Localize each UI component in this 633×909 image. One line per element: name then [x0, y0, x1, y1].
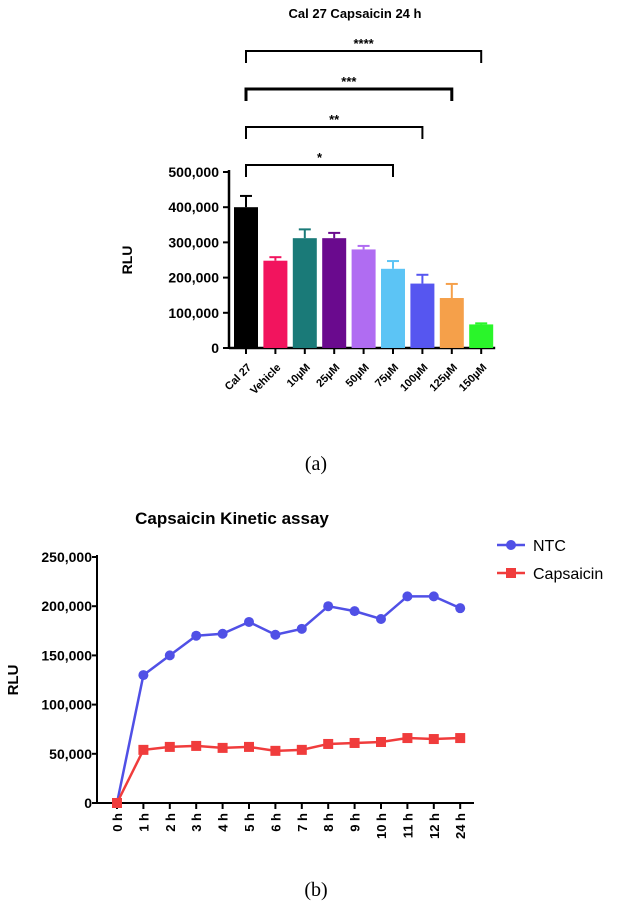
x-tick-label: 10 h: [374, 813, 389, 839]
data-point: [455, 733, 466, 744]
data-point: [376, 613, 386, 624]
chart-title: Capsaicin Kinetic assay: [135, 509, 329, 528]
bar: [410, 283, 435, 348]
legend-label: Capsaicin: [533, 566, 603, 583]
x-tick-label: 2 h: [163, 813, 178, 832]
bar: [351, 249, 376, 348]
y-tick-label: 100,000: [168, 305, 219, 321]
y-tick-label: 500,000: [168, 164, 219, 180]
x-tick-label: 7 h: [295, 813, 310, 832]
y-tick-label: 0: [211, 340, 219, 356]
y-tick-label: 250,000: [41, 549, 92, 565]
y-tick-label: 100,000: [41, 697, 92, 713]
legend-label: NTC: [533, 538, 566, 555]
bar: [292, 238, 317, 348]
bar: [381, 268, 405, 348]
data-point: [112, 798, 122, 808]
data-point: [349, 737, 360, 748]
data-point: [323, 601, 334, 612]
y-tick-label: 300,000: [168, 234, 219, 250]
bar: [322, 238, 347, 348]
data-point: [402, 591, 413, 602]
data-point: [217, 742, 228, 753]
significance-label: *: [317, 150, 323, 165]
data-point: [455, 603, 466, 614]
data-point: [428, 591, 439, 602]
x-tick-label: 50µM: [344, 362, 372, 390]
significance-bracket: [245, 126, 424, 139]
line-chart-b: Capsaicin Kinetic assay 0 50,000 100,000 150…: [5, 509, 603, 839]
significance-label: **: [329, 112, 340, 127]
significance-bracket: [245, 50, 483, 63]
significance-label: ****: [353, 36, 374, 51]
legend-marker: [506, 568, 516, 578]
x-tick-label: 150µM: [457, 362, 489, 394]
x-tick-label: 1 h: [136, 813, 151, 832]
data-point: [296, 623, 307, 634]
x-tick-label: 25µM: [314, 362, 342, 390]
x-tick-label: 10µM: [285, 362, 313, 390]
x-tick-label: 9 h: [348, 813, 363, 832]
y-tick-label: 200,000: [168, 270, 219, 286]
y-tick-label: 200,000: [41, 598, 92, 614]
x-tick-label: 3 h: [189, 813, 204, 832]
data-point: [349, 606, 360, 617]
x-tick-label: 8 h: [321, 813, 336, 832]
x-tick-label: 125µM: [427, 362, 459, 394]
data-point: [376, 736, 386, 747]
x-tick-label: 6 h: [268, 813, 283, 832]
data-point: [138, 744, 149, 755]
legend-marker: [506, 540, 516, 550]
x-tick-label: 24 h: [453, 813, 468, 839]
significance-bracket: [245, 164, 394, 177]
significance-bracket: [244, 87, 454, 101]
y-tick-label: 150,000: [41, 647, 92, 663]
y-axis-label: RLU: [119, 246, 135, 275]
data-point: [296, 744, 307, 755]
data-point: [323, 738, 334, 749]
data-point: [270, 745, 281, 756]
significance-label: ***: [341, 74, 357, 89]
bar: [439, 298, 464, 348]
data-point: [217, 628, 228, 639]
data-point: [428, 734, 439, 745]
data-point: [164, 741, 175, 752]
bar: [469, 324, 494, 348]
data-point: [138, 670, 149, 681]
y-tick-label: 50,000: [49, 746, 92, 762]
x-tick-label: 4 h: [216, 813, 231, 832]
data-point: [164, 650, 175, 661]
data-point: [270, 629, 281, 640]
x-tick-label: 5 h: [242, 813, 257, 832]
y-tick-label: 0: [84, 795, 92, 811]
series-line-ntc: [115, 595, 461, 804]
x-tick-label: 12 h: [427, 813, 442, 839]
data-point: [191, 740, 202, 751]
bar-chart-a: Cal 27 Capsaicin 24 h 0 100,000 200,000 300,…: [119, 6, 496, 397]
bar: [234, 207, 258, 348]
caption-b: (b): [304, 879, 327, 901]
caption-a: (a): [305, 453, 327, 475]
chart-title: Cal 27 Capsaicin 24 h: [289, 6, 422, 21]
bar: [263, 260, 288, 348]
data-point: [244, 616, 254, 627]
data-point: [402, 733, 413, 744]
y-axis-label: RLU: [5, 665, 22, 696]
x-tick-label: 100µM: [398, 362, 430, 394]
data-point: [191, 630, 202, 641]
y-tick-label: 400,000: [168, 199, 219, 215]
x-tick-label: Vehicle: [248, 362, 283, 397]
x-tick-label: 0 h: [110, 813, 125, 832]
x-tick-label: 11 h: [400, 813, 415, 838]
data-point: [244, 741, 254, 752]
